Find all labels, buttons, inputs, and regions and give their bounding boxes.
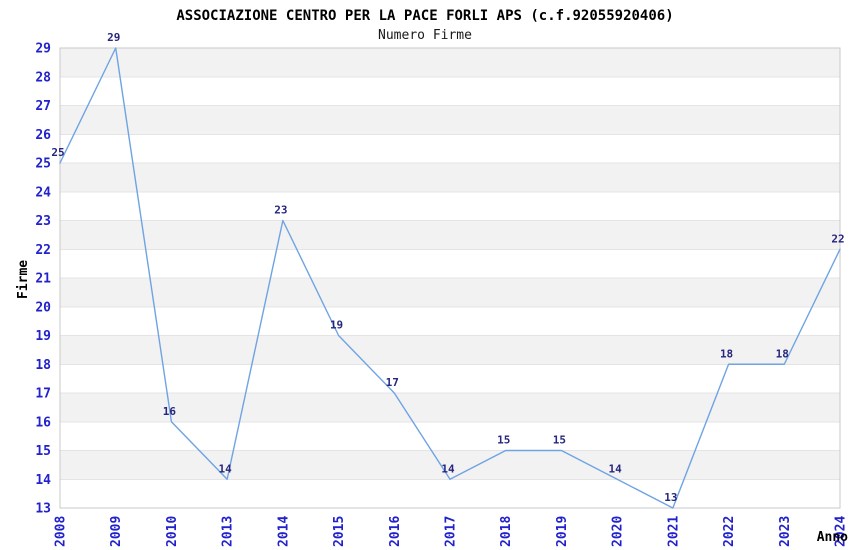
x-tick-label: 2024 xyxy=(834,516,849,547)
point-label: 14 xyxy=(609,462,623,475)
y-tick-label: 13 xyxy=(35,502,51,517)
chart-subtitle: Numero Firme xyxy=(378,28,472,43)
plot-band xyxy=(60,105,840,135)
y-tick-label: 18 xyxy=(35,358,51,373)
y-tick-label: 21 xyxy=(35,272,51,287)
chart-title: ASSOCIAZIONE CENTRO PER LA PACE FORLI AP… xyxy=(176,8,674,24)
plot-band xyxy=(60,364,840,393)
y-tick-label: 28 xyxy=(35,70,51,85)
plot-band xyxy=(60,249,840,278)
x-tick-label: 2013 xyxy=(221,516,236,547)
point-label: 13 xyxy=(664,491,677,504)
point-label: 19 xyxy=(330,319,343,332)
data-line xyxy=(59,47,841,509)
x-axis-label: Anno xyxy=(817,530,848,545)
plot-band xyxy=(60,163,840,192)
y-tick-label: 27 xyxy=(35,99,51,114)
point-label: 17 xyxy=(386,376,399,389)
plot-band xyxy=(60,191,840,221)
y-tick-label: 15 xyxy=(35,444,51,459)
plot-band xyxy=(60,450,840,480)
plot-band xyxy=(60,306,840,336)
x-tick-label: 2020 xyxy=(611,516,626,547)
point-label: 18 xyxy=(776,347,789,360)
x-tick-label: 2009 xyxy=(109,516,124,547)
point-label: 23 xyxy=(274,204,287,217)
point-label: 15 xyxy=(497,434,510,447)
point-label: 16 xyxy=(163,405,177,418)
x-tick-label: 2018 xyxy=(499,516,514,547)
point-label: 18 xyxy=(720,347,733,360)
y-tick-label: 17 xyxy=(35,387,51,402)
y-tick-label: 25 xyxy=(35,157,51,172)
y-tick-label: 19 xyxy=(35,329,51,344)
point-label: 14 xyxy=(441,462,455,475)
x-tick-label: 2021 xyxy=(666,516,681,547)
x-tick-label: 2008 xyxy=(54,516,69,547)
x-tick-label: 2016 xyxy=(388,516,403,547)
plot-band xyxy=(60,335,840,365)
y-axis-label: Firme xyxy=(16,260,31,299)
y-tick-label: 29 xyxy=(35,42,51,57)
plot-band xyxy=(60,220,840,250)
point-label: 15 xyxy=(553,434,566,447)
y-tick-label: 24 xyxy=(35,185,51,200)
plot-band xyxy=(60,76,840,106)
x-tick-label: 2019 xyxy=(555,516,570,547)
plot-band xyxy=(60,278,840,307)
point-label: 22 xyxy=(831,232,844,245)
plot-band xyxy=(60,134,840,163)
x-tick-label: 2022 xyxy=(722,516,737,547)
plot-band xyxy=(60,421,840,451)
plot-band xyxy=(60,479,840,508)
plot-band xyxy=(60,393,840,422)
y-tick-label: 16 xyxy=(35,415,51,430)
y-tick-label: 23 xyxy=(35,214,51,229)
x-tick-label: 2014 xyxy=(276,516,291,547)
x-tick-label: 2017 xyxy=(444,516,459,547)
y-tick-label: 14 xyxy=(35,473,51,488)
point-label: 29 xyxy=(107,31,120,44)
y-tick-label: 26 xyxy=(35,128,51,143)
x-tick-label: 2023 xyxy=(778,516,793,547)
y-tick-label: 22 xyxy=(35,243,51,258)
plot-band xyxy=(60,48,840,77)
x-tick-label: 2015 xyxy=(332,516,347,547)
plot-border xyxy=(59,47,841,509)
y-tick-label: 20 xyxy=(35,300,51,315)
point-label: 14 xyxy=(219,462,233,475)
point-label: 25 xyxy=(51,146,64,159)
x-tick-label: 2010 xyxy=(165,516,180,547)
